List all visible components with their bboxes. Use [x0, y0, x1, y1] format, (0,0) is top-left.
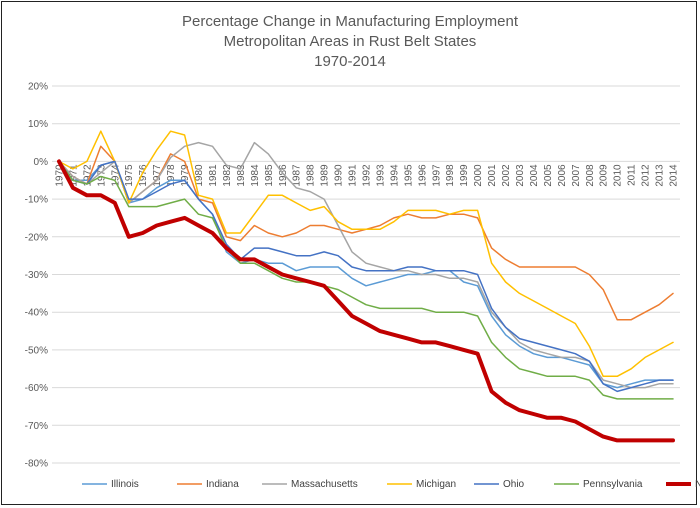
x-tick-label: 1996 — [417, 164, 428, 187]
x-tick-label: 1993 — [375, 164, 386, 187]
chart-title-block: Percentage Change in Manufacturing Emplo… — [0, 12, 700, 72]
y-tick-label: -60% — [25, 383, 48, 394]
x-tick-label: 1989 — [320, 164, 331, 187]
y-tick-label: -80% — [25, 459, 48, 470]
series-line-ohio — [58, 160, 674, 393]
legend-label: New York — [695, 479, 700, 490]
x-tick-label: 1971 — [68, 164, 79, 187]
x-tick-label: 2011 — [627, 164, 638, 186]
x-tick-label: 1975 — [124, 164, 135, 187]
legend-label: Illinois — [111, 479, 139, 490]
x-tick-label: 2008 — [585, 164, 596, 187]
legend-label: Michigan — [416, 479, 456, 490]
y-tick-label: -40% — [25, 308, 48, 319]
x-tick-label: 2012 — [641, 164, 652, 187]
x-tick-label: 1978 — [166, 164, 177, 187]
x-tick-label: 1994 — [389, 164, 400, 187]
x-tick-label: 1986 — [278, 164, 289, 187]
y-tick-label: -10% — [25, 195, 48, 206]
x-tick-label: 1988 — [306, 164, 317, 187]
chart-subtitle: Metropolitan Areas in Rust Belt States — [223, 33, 477, 50]
x-tick-label: 2004 — [529, 164, 540, 187]
legend-label: Massachusetts — [291, 479, 358, 490]
x-tick-label: 2001 — [487, 164, 498, 187]
y-tick-label: -20% — [25, 232, 48, 243]
x-tick-label: 1970 — [54, 164, 65, 187]
x-tick-label: 1973 — [96, 164, 107, 187]
x-tick-label: 1987 — [292, 164, 303, 187]
chart-period: 1970-2014 — [314, 53, 386, 70]
series-line-pennsylvania — [58, 160, 674, 400]
x-tick-label: 2014 — [669, 164, 680, 187]
x-tick-label: 1981 — [208, 164, 219, 187]
x-tick-label: 2013 — [655, 164, 666, 187]
x-tick-label: 2003 — [515, 164, 526, 187]
y-tick-label: -50% — [25, 345, 48, 356]
x-tick-label: 2000 — [473, 164, 484, 187]
legend-label: Ohio — [503, 479, 525, 490]
x-tick-label: 1982 — [222, 164, 233, 187]
y-tick-label: -30% — [25, 270, 48, 281]
x-tick-label: 2010 — [613, 164, 624, 187]
x-tick-label: 2007 — [571, 164, 582, 187]
x-tick-label: 2006 — [557, 164, 568, 187]
x-tick-label: 1995 — [403, 164, 414, 187]
x-tick-label: 1991 — [348, 164, 359, 187]
series-line-illinois — [58, 160, 674, 389]
x-tick-label: 1976 — [138, 164, 149, 187]
y-tick-label: 10% — [28, 119, 48, 130]
y-tick-label: 0% — [34, 157, 49, 168]
legend-label: Pennsylvania — [583, 479, 643, 490]
x-tick-label: 1999 — [459, 164, 470, 187]
x-tick-label: 1985 — [264, 164, 275, 187]
x-tick-label: 1998 — [445, 164, 456, 187]
x-tick-label: 1984 — [250, 164, 261, 187]
x-tick-label: 1992 — [362, 164, 373, 187]
x-tick-label: 1983 — [236, 164, 247, 187]
x-tick-label: 1990 — [334, 164, 345, 187]
legend-label: Indiana — [206, 479, 239, 490]
x-tick-label: 2009 — [599, 164, 610, 187]
series-line-massachusetts — [58, 141, 674, 389]
x-tick-label: 1977 — [152, 164, 163, 187]
chart-title: Percentage Change in Manufacturing Emplo… — [181, 13, 519, 30]
x-tick-label: 1997 — [431, 164, 442, 187]
series-line-new-york — [57, 159, 675, 443]
x-tick-label: 2005 — [543, 164, 554, 187]
x-tick-label: 1974 — [110, 164, 121, 187]
y-tick-label: -70% — [25, 421, 48, 432]
series-line-michigan — [58, 130, 674, 378]
x-tick-label: 1980 — [194, 164, 205, 187]
x-tick-label: 1972 — [82, 164, 93, 187]
x-tick-label: 2002 — [501, 164, 512, 187]
x-tick-label: 1979 — [180, 164, 191, 187]
y-tick-label: 20% — [28, 82, 48, 93]
